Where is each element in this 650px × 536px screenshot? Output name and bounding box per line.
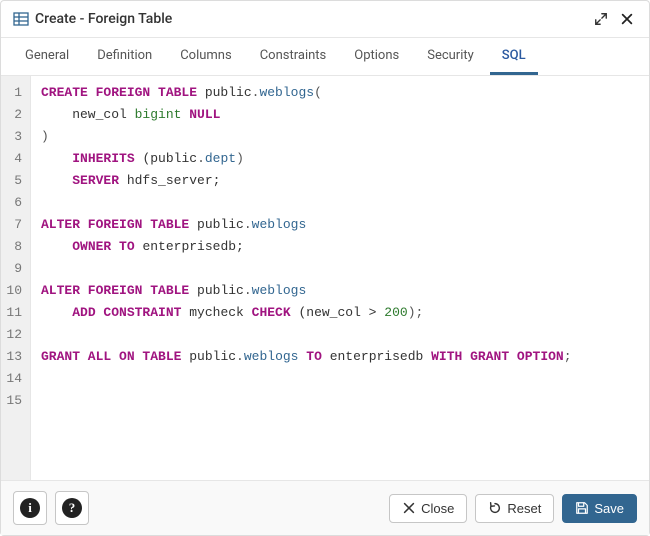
line-number: 13 <box>5 346 22 368</box>
code-line <box>41 368 639 390</box>
tabs: GeneralDefinitionColumnsConstraintsOptio… <box>1 38 649 76</box>
code-line: SERVER hdfs_server; <box>41 170 639 192</box>
code-line <box>41 192 639 214</box>
table-icon <box>13 11 29 27</box>
tab-columns[interactable]: Columns <box>168 38 244 75</box>
reset-button[interactable]: Reset <box>475 494 554 523</box>
save-label: Save <box>594 501 624 516</box>
code-area[interactable]: CREATE FOREIGN TABLE public.weblogs( new… <box>31 76 649 480</box>
save-icon <box>575 501 589 515</box>
line-number: 12 <box>5 324 22 346</box>
line-number: 11 <box>5 302 22 324</box>
code-line <box>41 324 639 346</box>
tab-constraints[interactable]: Constraints <box>248 38 339 75</box>
tab-general[interactable]: General <box>13 38 81 75</box>
line-number: 14 <box>5 368 22 390</box>
reset-icon <box>488 501 502 515</box>
line-number: 7 <box>5 214 22 236</box>
sql-editor[interactable]: 123456789101112131415 CREATE FOREIGN TAB… <box>1 76 649 480</box>
close-button[interactable] <box>617 9 637 29</box>
tab-security[interactable]: Security <box>415 38 486 75</box>
line-number: 3 <box>5 126 22 148</box>
help-button[interactable]: ? <box>55 491 89 525</box>
line-number: 2 <box>5 104 22 126</box>
info-icon: i <box>20 498 40 518</box>
code-line <box>41 390 639 412</box>
tab-definition[interactable]: Definition <box>85 38 164 75</box>
code-line <box>41 258 639 280</box>
line-number: 6 <box>5 192 22 214</box>
line-number: 1 <box>5 82 22 104</box>
close-label: Close <box>421 501 454 516</box>
code-line: new_col bigint NULL <box>41 104 639 126</box>
line-number: 8 <box>5 236 22 258</box>
code-line: ALTER FOREIGN TABLE public.weblogs <box>41 214 639 236</box>
tab-options[interactable]: Options <box>342 38 411 75</box>
line-number: 15 <box>5 390 22 412</box>
help-icon: ? <box>62 498 82 518</box>
code-line: OWNER TO enterprisedb; <box>41 236 639 258</box>
close-dialog-button[interactable]: Close <box>389 494 467 523</box>
titlebar: Create - Foreign Table <box>1 1 649 38</box>
code-line: ) <box>41 126 639 148</box>
tab-sql[interactable]: SQL <box>490 38 538 75</box>
line-gutter: 123456789101112131415 <box>1 76 31 480</box>
code-line: ADD CONSTRAINT mycheck CHECK (new_col > … <box>41 302 639 324</box>
code-line: INHERITS (public.dept) <box>41 148 639 170</box>
reset-label: Reset <box>507 501 541 516</box>
line-number: 4 <box>5 148 22 170</box>
line-number: 5 <box>5 170 22 192</box>
create-foreign-table-dialog: Create - Foreign Table GeneralDefinition… <box>0 0 650 536</box>
code-line: ALTER FOREIGN TABLE public.weblogs <box>41 280 639 302</box>
code-line: CREATE FOREIGN TABLE public.weblogs( <box>41 82 639 104</box>
line-number: 9 <box>5 258 22 280</box>
dialog-title: Create - Foreign Table <box>35 11 585 27</box>
code-line: GRANT ALL ON TABLE public.weblogs TO ent… <box>41 346 639 368</box>
footer: i ? Close Reset Save <box>1 480 649 535</box>
close-icon <box>402 501 416 515</box>
info-button[interactable]: i <box>13 491 47 525</box>
line-number: 10 <box>5 280 22 302</box>
expand-button[interactable] <box>591 9 611 29</box>
save-button[interactable]: Save <box>562 494 637 523</box>
